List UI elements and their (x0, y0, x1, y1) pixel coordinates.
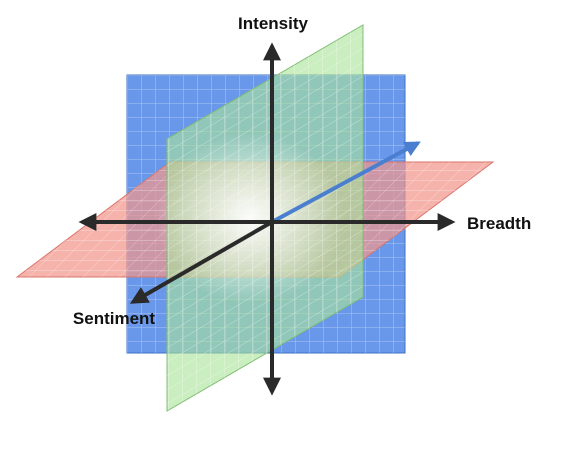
center-glow (155, 133, 345, 303)
depth-axis-back-arrow (271, 141, 421, 224)
breadth-axis-label: Breadth (467, 214, 531, 233)
sentiment-axis-label: Sentiment (73, 309, 156, 328)
intensity-axis-label: Intensity (238, 14, 308, 33)
depth-axis-front-arrow (129, 220, 273, 304)
